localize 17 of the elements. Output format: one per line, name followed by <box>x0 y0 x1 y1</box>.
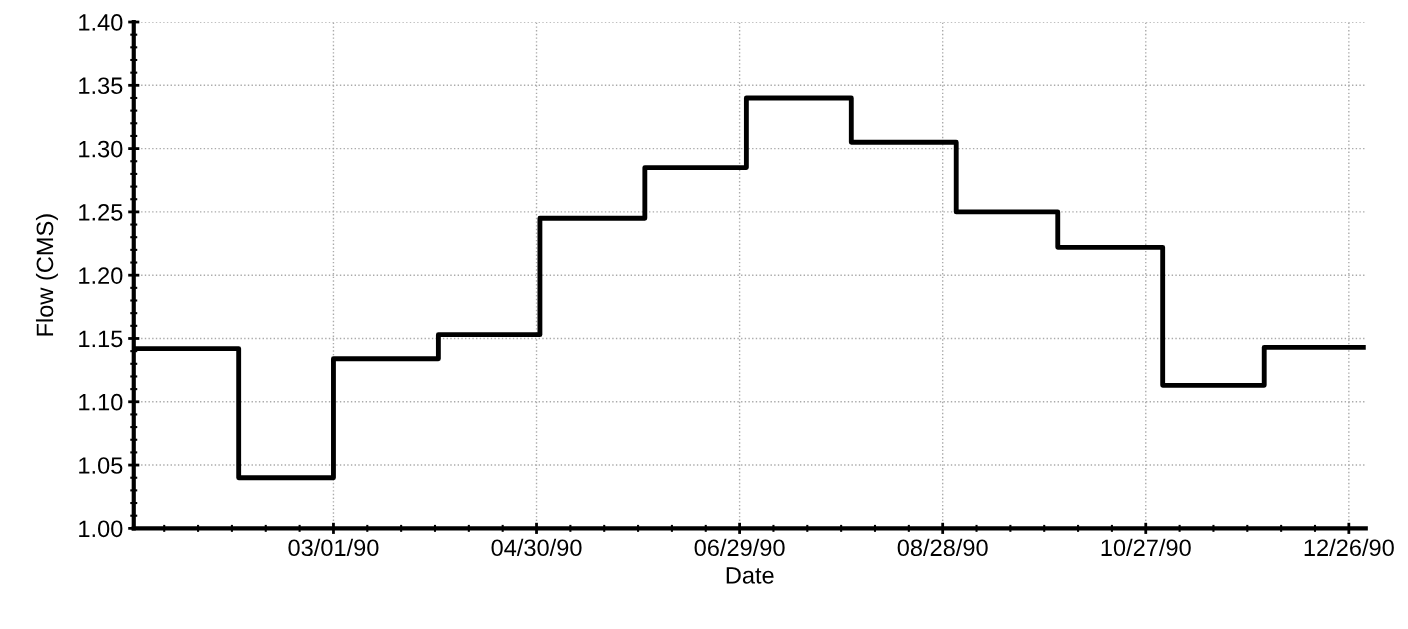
y-tick-label: 1.00 <box>79 520 123 538</box>
x-tick-label: 12/26/90 <box>1304 538 1394 557</box>
y-tick-label: 1.10 <box>79 393 123 411</box>
y-axis-title: Flow (CMS) <box>35 214 58 336</box>
x-tick-label: 08/28/90 <box>897 538 988 557</box>
y-tick-label: 1.35 <box>79 77 123 95</box>
x-tick-label: 10/27/90 <box>1101 538 1191 557</box>
x-tick-label: 04/30/90 <box>491 538 582 557</box>
x-tick-label: 03/01/90 <box>288 538 379 557</box>
y-tick-label: 1.15 <box>79 330 123 348</box>
x-axis-title: Date <box>726 567 774 584</box>
y-tick-label: 1.25 <box>79 203 123 221</box>
y-tick-label: 1.30 <box>79 140 123 158</box>
y-tick-label: 1.05 <box>79 457 123 474</box>
x-tick-label: 06/29/90 <box>694 538 785 557</box>
y-tick-label: 1.40 <box>79 14 123 31</box>
y-tick-label: 1.20 <box>79 267 123 284</box>
